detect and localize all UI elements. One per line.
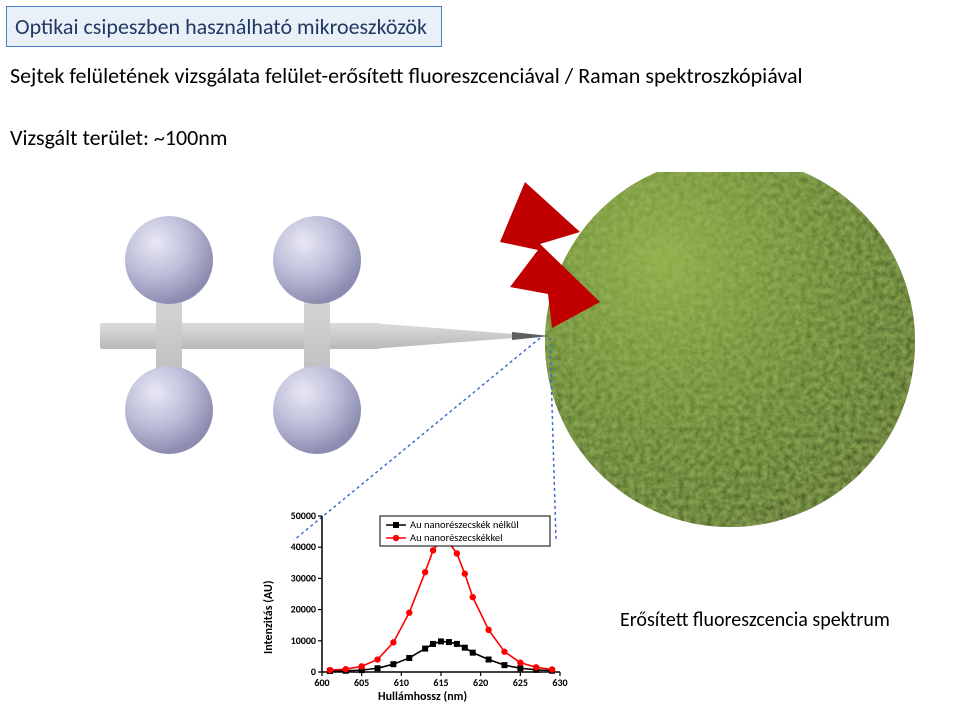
- svg-text:Au nanorészecskékkel: Au nanorészecskékkel: [410, 531, 503, 544]
- svg-text:30000: 30000: [291, 571, 316, 584]
- svg-text:620: 620: [473, 676, 488, 689]
- svg-text:630: 630: [552, 676, 567, 689]
- diagram-svg: [40, 172, 920, 552]
- svg-text:10000: 10000: [291, 634, 316, 647]
- svg-text:615: 615: [433, 676, 448, 689]
- subtitle-text: Sejtek felületének vizsgálata felület-er…: [10, 62, 803, 89]
- svg-text:605: 605: [354, 676, 369, 689]
- svg-text:40000: 40000: [291, 540, 316, 553]
- svg-text:600: 600: [314, 676, 329, 689]
- area-line-text: Vizsgált terület: ~100nm: [10, 124, 227, 151]
- chart-svg: 0100002000030000400005000060060561061562…: [268, 504, 568, 704]
- plot-group: 0100002000030000400005000060060561061562…: [291, 509, 568, 689]
- sphere-tl: [125, 216, 213, 304]
- chart-area: 0100002000030000400005000060060561061562…: [268, 504, 568, 704]
- x-axis-label: Hullámhossz (nm): [378, 690, 467, 704]
- cell-sphere: [545, 172, 915, 527]
- y-axis-label: Intenzitás (AU): [262, 580, 276, 654]
- svg-text:50000: 50000: [291, 509, 316, 522]
- sphere-bl: [125, 366, 213, 454]
- probe-group: [100, 216, 550, 454]
- probe-main-bar: [100, 323, 380, 349]
- diagram-area: [40, 172, 920, 492]
- svg-text:625: 625: [513, 676, 528, 689]
- svg-text:Au nanorészecskék nélkül: Au nanorészecskék nélkül: [410, 518, 519, 531]
- probe-tip-point: [512, 332, 550, 340]
- svg-text:20000: 20000: [291, 603, 316, 616]
- sphere-br: [273, 366, 361, 454]
- title-box: Optikai csipeszben használható mikroeszk…: [6, 6, 442, 47]
- svg-text:610: 610: [394, 676, 409, 689]
- sphere-tr: [273, 216, 361, 304]
- title-text: Optikai csipeszben használható mikroeszk…: [15, 13, 427, 40]
- spectrum-caption: Erősített fluoreszcencia spektrum: [620, 608, 890, 632]
